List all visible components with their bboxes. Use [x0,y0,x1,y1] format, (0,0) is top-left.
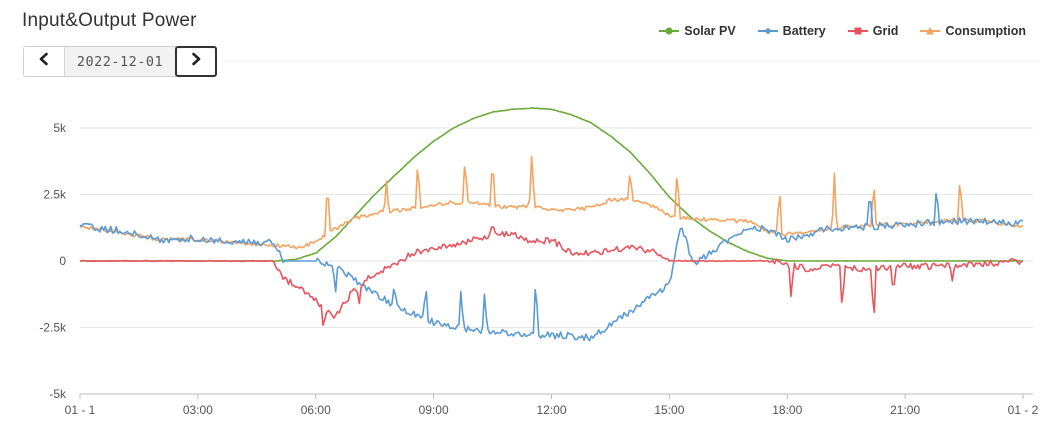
chevron-left-icon [37,52,51,71]
legend-label-consumption: Consumption [945,24,1026,38]
legend-item-consumption[interactable]: Consumption [920,24,1026,38]
series-line-grid[interactable] [79,226,1024,327]
series-line-solar-pv[interactable] [79,107,1023,262]
x-tick-label-3: 09:00 [419,403,449,417]
grid-lines [79,127,1033,399]
legend-symbol-battery [757,27,778,35]
x-tick-label-7: 21:00 [890,403,920,417]
legend-symbol-solar-pv [659,27,680,35]
y-tick-label-2: 0 [59,254,66,268]
next-day-button[interactable] [175,46,217,77]
x-tick-label-0: 01 - 1 [65,403,96,417]
series-lines [79,107,1024,342]
legend-item-solar-pv[interactable]: Solar PV [659,24,736,38]
x-axis-labels: 01 - 1 03:00 06:00 09:00 12:00 15:00 18:00 21:0… [65,403,1039,417]
date-navigator: 2022-12-01 [23,46,217,77]
chart-legend: Solar PV Battery Grid Consumption [659,24,1026,38]
date-display[interactable]: 2022-12-01 [65,47,175,76]
legend-label-battery: Battery [782,24,826,38]
legend-symbol-consumption [920,27,941,35]
x-tick-label-2: 06:00 [301,403,331,417]
y-tick-label-1: 2.5k [43,188,67,202]
x-tick-label-6: 18:00 [772,403,802,417]
x-tick-label-8: 01 - 2 [1008,403,1039,417]
legend-label-solar-pv: Solar PV [684,24,736,38]
x-tick-label-5: 15:00 [654,403,684,417]
series-line-battery[interactable] [79,192,1024,342]
y-tick-label-3: -2.5k [39,321,67,335]
prev-day-button[interactable] [24,47,65,76]
y-tick-label-0: 5k [53,121,67,135]
page-title: Input&Output Power [22,10,197,31]
legend-item-battery[interactable]: Battery [757,24,826,38]
chevron-right-icon [189,52,203,71]
series-line-consumption[interactable] [79,155,1024,250]
legend-item-grid[interactable]: Grid [847,24,899,38]
x-tick-label-4: 12:00 [536,403,566,417]
x-tick-label-1: 03:00 [183,403,213,417]
y-tick-label-4: -5k [49,387,67,401]
y-axis-labels: 5k 2.5k 0 -2.5k -5k [39,121,67,401]
legend-symbol-grid [847,27,868,35]
legend-label-grid: Grid [872,24,899,38]
